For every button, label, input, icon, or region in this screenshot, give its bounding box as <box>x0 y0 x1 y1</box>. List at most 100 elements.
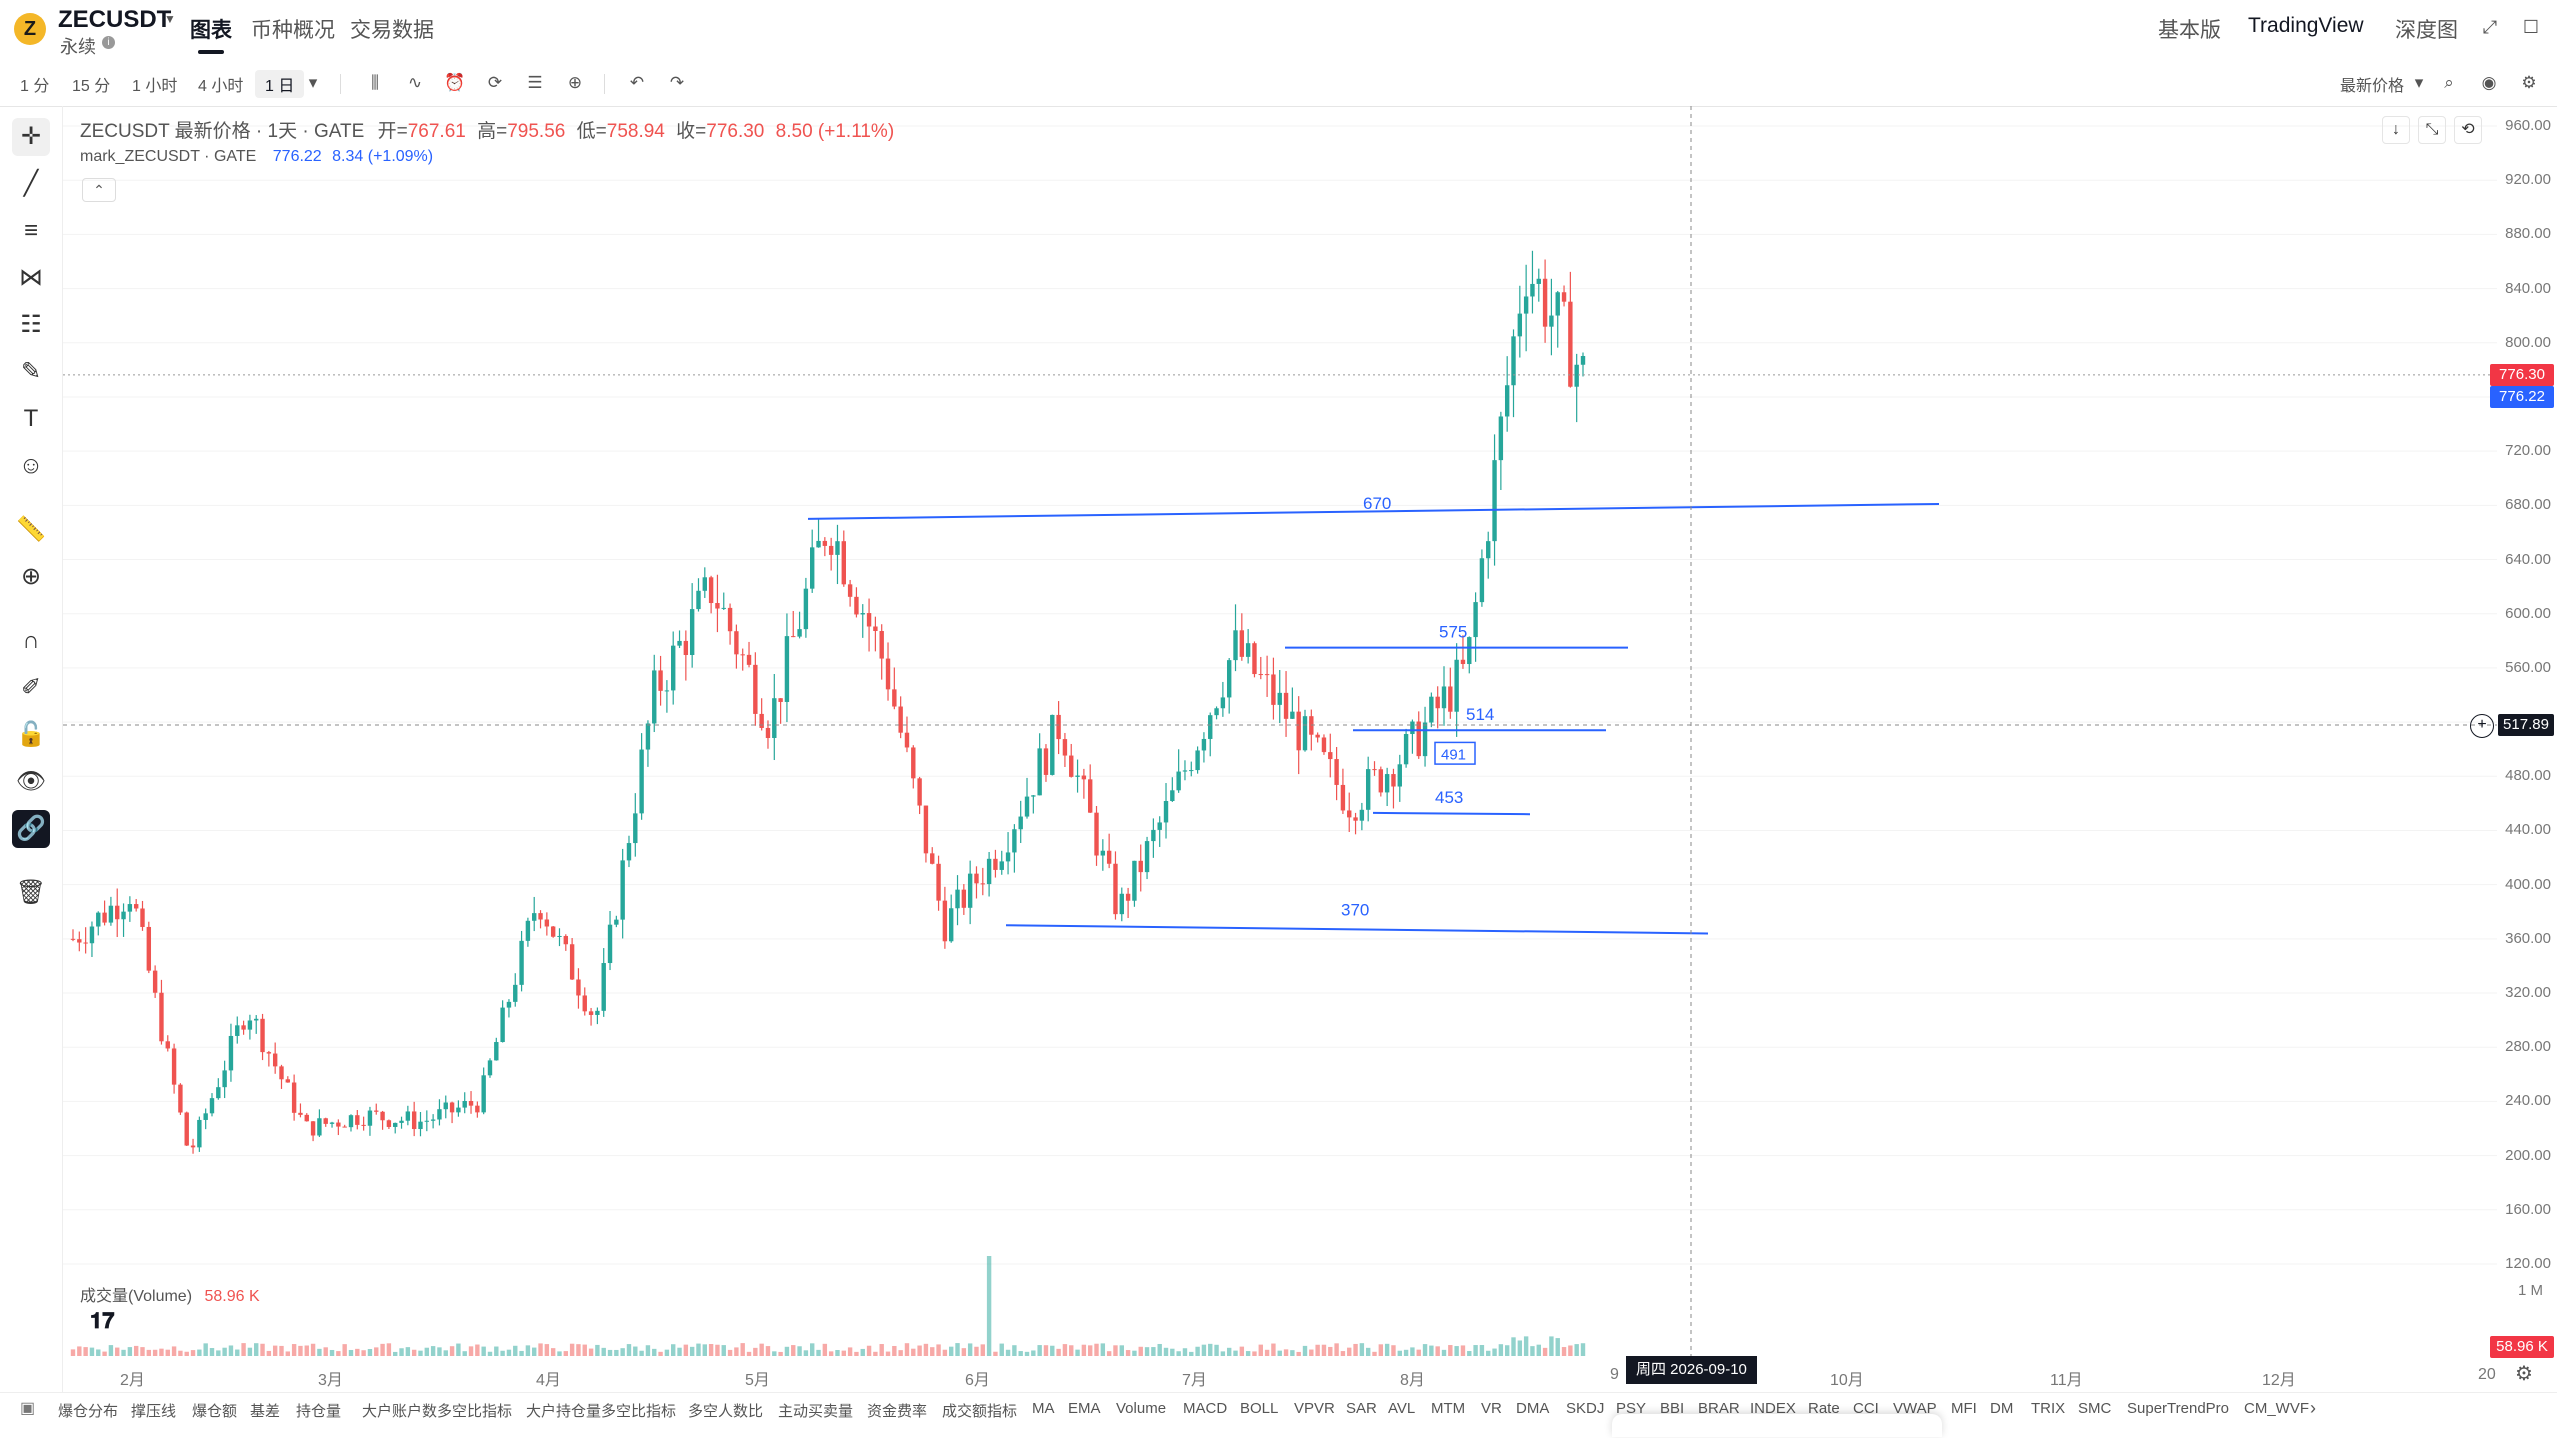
interval-4h[interactable]: 4 小时 <box>198 78 244 95</box>
pattern-icon[interactable]: ⋈ <box>19 264 43 291</box>
bottom-popup[interactable] <box>1612 1414 1942 1437</box>
interval-1m[interactable]: 1 分 <box>20 78 50 95</box>
price-tick: 360.00 <box>2505 929 2551 947</box>
indicator-item[interactable]: MACD <box>1183 1400 1228 1417</box>
depth-chart-link[interactable]: 深度图 <box>2395 19 2458 42</box>
scroll-down-icon[interactable]: ↓ <box>2382 116 2410 144</box>
visibility-icon[interactable]: 👁 <box>15 768 47 795</box>
indicator-item[interactable]: SAR <box>1346 1400 1377 1417</box>
lock-icon[interactable]: 🔓 <box>16 721 46 748</box>
time-axis-settings-icon[interactable]: ⚙ <box>2515 1363 2533 1385</box>
price-type-dropdown-icon[interactable]: ▾ <box>2414 73 2424 92</box>
indicator-item[interactable]: EMA <box>1068 1400 1101 1417</box>
redo-icon[interactable]: ↷ <box>669 73 685 92</box>
indicator-item[interactable]: VR <box>1481 1400 1502 1417</box>
replay-icon[interactable]: ⟳ <box>487 73 503 92</box>
volume-bar <box>1473 1345 1478 1356</box>
shrink-icon[interactable]: ⤡ <box>2418 116 2446 144</box>
camera-icon[interactable]: ◉ <box>2481 73 2497 92</box>
indicator-item[interactable]: INDEX <box>1750 1400 1796 1417</box>
interval-dropdown-icon[interactable]: ▾ <box>308 73 318 92</box>
tab-trading-data[interactable]: 交易数据 <box>350 19 434 42</box>
indicator-item[interactable]: 持仓量 <box>296 1403 342 1420</box>
indicator-item[interactable]: 大户账户数多空比指标 <box>362 1403 513 1420</box>
price-chart[interactable]: 670 575 514 453 370 491 <box>63 106 2497 1392</box>
indicator-item[interactable]: Rate <box>1808 1400 1840 1417</box>
interval-1d[interactable]: 1 日 <box>255 70 305 98</box>
info-icon[interactable]: i <box>102 36 115 49</box>
trash-icon[interactable]: 🗑 <box>15 879 47 906</box>
candle-type-icon[interactable]: ⫼ <box>371 73 379 92</box>
symbol-name[interactable]: ZECUSDT <box>58 6 172 33</box>
crosshair-icon[interactable]: ✛ <box>12 118 50 156</box>
indicator-item[interactable]: AVL <box>1388 1400 1416 1417</box>
scroll-right-icon[interactable]: › <box>2310 1398 2316 1418</box>
collapse-legend-button[interactable]: ⌃ <box>82 178 116 202</box>
indicator-item[interactable]: 基差 <box>250 1403 281 1420</box>
price-axis[interactable]: 120.00 160.00 200.00 240.00 280.00 320.00 360.… <box>2497 106 2557 1392</box>
basic-version-link[interactable]: 基本版 <box>2158 19 2221 42</box>
tab-chart[interactable]: 图表 <box>190 14 232 54</box>
refresh-icon[interactable]: ⟲ <box>2454 116 2482 144</box>
indicator-item[interactable]: MTM <box>1431 1400 1466 1417</box>
volume-bar <box>601 1347 606 1356</box>
indicator-item[interactable]: MA <box>1032 1400 1055 1417</box>
indicator-item[interactable]: SuperTrendPro <box>2127 1400 2229 1417</box>
indicator-item[interactable]: 大户持仓量多空比指标 <box>526 1403 677 1420</box>
expand-icon[interactable]: ⤢ <box>2482 17 2498 37</box>
candle-body <box>841 541 846 585</box>
fib-icon[interactable]: ☷ <box>20 311 42 338</box>
tab-coin-overview[interactable]: 币种概况 <box>251 19 335 42</box>
indicator-item[interactable]: VPVR <box>1294 1400 1335 1417</box>
settings-icon[interactable]: ⚙ <box>2521 73 2537 92</box>
alert-icon[interactable]: ⏰ <box>444 73 466 92</box>
time-tick: 8月 <box>1400 1372 1425 1389</box>
indicator-item[interactable]: DMA <box>1516 1400 1550 1417</box>
magnet-icon[interactable]: ∩ <box>22 627 40 654</box>
lock-drawing-icon[interactable]: ✐ <box>20 674 42 701</box>
price-type-select[interactable]: 最新价格 <box>2340 78 2405 95</box>
emoji-icon[interactable]: ☺ <box>18 452 44 479</box>
indicator-item[interactable]: CM_WVF <box>2244 1400 2309 1417</box>
indicator-item[interactable]: VWAP <box>1893 1400 1937 1417</box>
brush-icon[interactable]: ✎ <box>20 358 42 385</box>
fullscreen-icon[interactable]: ☐ <box>2522 17 2540 37</box>
indicator-item[interactable]: BBI <box>1660 1400 1685 1417</box>
indicator-item[interactable]: PSY <box>1616 1400 1647 1417</box>
symbol-dropdown-icon[interactable]: ▼ <box>164 12 176 26</box>
tradingview-link[interactable]: TradingView <box>2248 14 2364 37</box>
search-icon[interactable]: ⌕ <box>2444 73 2454 92</box>
add-icon[interactable]: ⊕ <box>567 73 583 92</box>
indicator-item[interactable]: 撑压线 <box>131 1403 177 1420</box>
undo-icon[interactable]: ↶ <box>629 73 645 92</box>
interval-15m[interactable]: 15 分 <box>72 78 111 95</box>
add-alert-icon[interactable]: + <box>2470 713 2494 738</box>
volume-bar <box>361 1350 366 1356</box>
indicator-item[interactable]: 多空人数比 <box>688 1403 764 1420</box>
template-icon[interactable]: ☰ <box>527 73 543 92</box>
indicator-item[interactable]: 资金费率 <box>867 1403 928 1420</box>
ruler-icon[interactable]: 📏 <box>16 516 46 543</box>
indicators-icon[interactable]: ∿ <box>407 73 423 92</box>
zoom-icon[interactable]: ⊕ <box>20 563 42 590</box>
indicator-item[interactable]: BRAR <box>1698 1400 1740 1417</box>
indicator-item[interactable]: MFI <box>1951 1400 1977 1417</box>
indicator-item[interactable]: 爆仓额 <box>192 1403 238 1420</box>
text-icon[interactable]: T <box>23 405 39 432</box>
parallel-lines-icon[interactable]: ≡ <box>23 217 38 244</box>
indicator-item[interactable]: 主动买卖量 <box>778 1403 854 1420</box>
indicator-item[interactable]: 成交额指标 <box>942 1403 1018 1420</box>
indicator-item[interactable]: SKDJ <box>1566 1400 1605 1417</box>
calendar-icon[interactable]: ▣ <box>20 1400 36 1417</box>
indicator-item[interactable]: Volume <box>1116 1400 1167 1417</box>
indicator-item[interactable]: 爆仓分布 <box>58 1403 119 1420</box>
candle-body <box>1372 769 1377 771</box>
link-icon[interactable]: 🔗 <box>12 810 50 848</box>
indicator-item[interactable]: TRIX <box>2031 1400 2066 1417</box>
trendline-icon[interactable]: ╱ <box>23 170 39 197</box>
indicator-item[interactable]: BOLL <box>1240 1400 1279 1417</box>
indicator-item[interactable]: SMC <box>2078 1400 2112 1417</box>
indicator-item[interactable]: DM <box>1990 1400 2014 1417</box>
indicator-item[interactable]: CCI <box>1853 1400 1879 1417</box>
interval-1h[interactable]: 1 小时 <box>132 78 178 95</box>
